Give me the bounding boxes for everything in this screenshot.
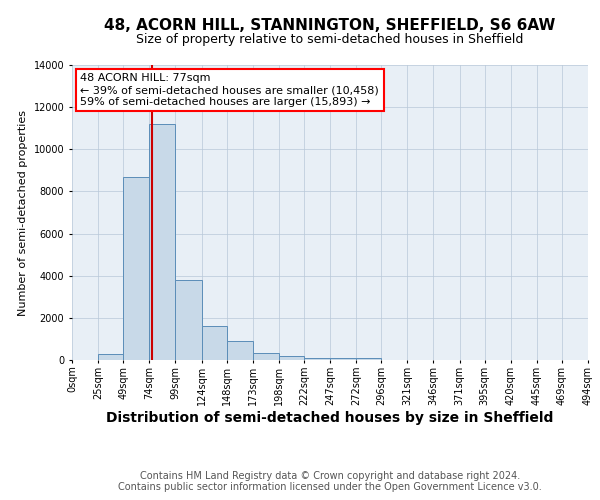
Bar xyxy=(304,358,330,360)
Text: 48 ACORN HILL: 77sqm
← 39% of semi-detached houses are smaller (10,458)
59% of s: 48 ACORN HILL: 77sqm ← 39% of semi-detac… xyxy=(80,74,379,106)
Bar xyxy=(202,326,227,360)
Bar xyxy=(356,358,381,360)
Bar xyxy=(175,280,202,360)
Text: 48, ACORN HILL, STANNINGTON, SHEFFIELD, S6 6AW: 48, ACORN HILL, STANNINGTON, SHEFFIELD, … xyxy=(104,18,556,32)
X-axis label: Distribution of semi-detached houses by size in Sheffield: Distribution of semi-detached houses by … xyxy=(106,410,554,424)
Bar xyxy=(253,352,279,360)
Text: Contains HM Land Registry data © Crown copyright and database right 2024.
Contai: Contains HM Land Registry data © Crown c… xyxy=(118,471,542,492)
Bar xyxy=(279,356,304,360)
Bar xyxy=(330,358,356,360)
Bar xyxy=(123,176,149,360)
Bar xyxy=(227,341,253,360)
Bar xyxy=(98,354,123,360)
Text: Size of property relative to semi-detached houses in Sheffield: Size of property relative to semi-detach… xyxy=(136,32,524,46)
Bar xyxy=(149,124,175,360)
Y-axis label: Number of semi-detached properties: Number of semi-detached properties xyxy=(18,110,28,316)
